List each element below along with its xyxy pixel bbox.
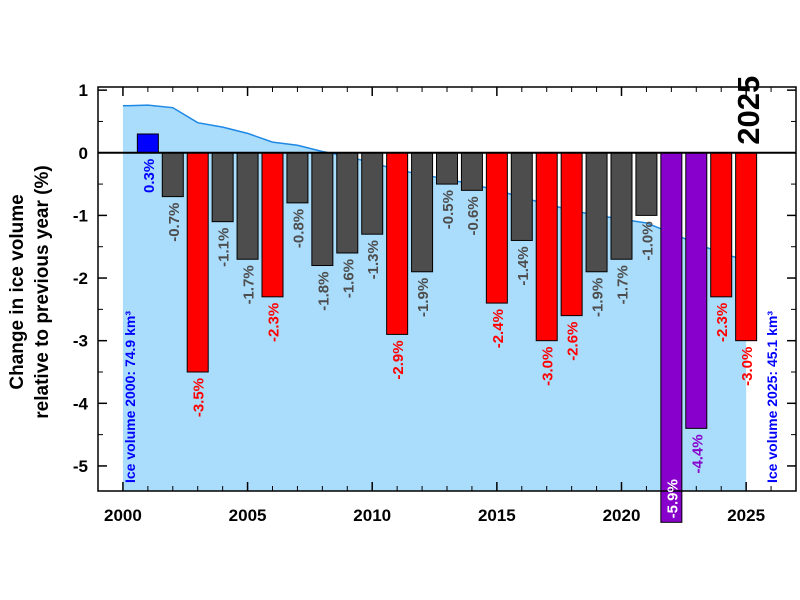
data-label-layer: 0.3%-0.7%-3.5%-1.1%-1.7%-2.3%-0.8%-1.8% -… <box>141 159 756 519</box>
x-tick-label-2010: 2010 <box>353 506 391 525</box>
data-label-2005: -1.7% <box>241 265 258 304</box>
y-axis-label-line1: Change in ice volume <box>7 194 28 389</box>
y-tick-label--4: -4 <box>73 394 89 413</box>
y-axis-label-line2: relative to previous year (%) <box>32 165 53 418</box>
data-label-2021: -1.0% <box>639 221 656 260</box>
bar-2011 <box>386 152 409 335</box>
ice-volume-end-label: Ice volume 2025: 45.1 km³ <box>764 311 780 483</box>
bar-2019 <box>585 152 608 273</box>
ice-volume-start-label: Ice volume 2000: 74.9 km³ <box>122 311 138 483</box>
data-label-2012: -1.9% <box>415 278 432 317</box>
bar-2006 <box>261 152 284 298</box>
bar-2018 <box>560 152 583 317</box>
data-label-2007: -0.8% <box>290 209 307 248</box>
data-label-2009: -1.6% <box>340 259 357 298</box>
data-label-2023: -4.4% <box>689 434 706 473</box>
data-label-2022: -5.9% <box>664 479 681 518</box>
y-tick-label-1: 1 <box>79 81 88 100</box>
data-label-2017: -3.0% <box>540 347 557 386</box>
bar-2025 <box>735 152 758 342</box>
bar-2023 <box>685 152 708 429</box>
bar-2002 <box>161 152 184 198</box>
data-label-2020: -1.7% <box>615 265 632 304</box>
bar-2010 <box>361 152 384 235</box>
data-label-2006: -2.3% <box>266 303 283 342</box>
data-label-2004: -1.1% <box>216 228 233 267</box>
x-tick-label-2025: 2025 <box>727 506 765 525</box>
bar-2020 <box>610 152 633 260</box>
y-tick-label--5: -5 <box>73 457 88 476</box>
axis-layer: 2000 2005 2010 2015 2020 2025 1 0 -1 -2 -3 -4 -5 <box>73 81 797 525</box>
ice-volume-line <box>122 104 747 262</box>
data-label-2002: -0.7% <box>166 203 183 242</box>
bar-2016 <box>510 152 533 241</box>
data-label-2024: -2.3% <box>714 303 731 342</box>
bar-2008 <box>311 152 334 267</box>
bar-2024 <box>710 152 733 298</box>
bar-2009 <box>336 152 359 254</box>
bar-2021 <box>635 152 658 216</box>
bar-2005 <box>236 152 259 260</box>
bar-2013 <box>436 152 458 185</box>
data-label-2010: -1.3% <box>365 240 382 279</box>
bar-2015 <box>485 152 508 304</box>
bar-2007 <box>286 152 309 204</box>
data-label-2008: -1.8% <box>315 272 332 311</box>
bar-2003 <box>186 152 209 373</box>
bar-2022 <box>660 152 683 523</box>
bar-2012 <box>411 152 434 273</box>
data-label-2025: -3.0% <box>739 347 756 386</box>
bar-2004 <box>211 152 234 223</box>
data-label-2019: -1.9% <box>590 278 607 317</box>
x-tick-label-2015: 2015 <box>478 506 516 525</box>
data-label-2003: -3.5% <box>191 378 208 417</box>
bar-2001 <box>136 133 159 154</box>
y-tick-label--2: -2 <box>73 269 88 288</box>
x-tick-label-2000: 2000 <box>104 506 142 525</box>
data-label-2016: -1.4% <box>515 246 532 285</box>
bar-2017 <box>535 152 558 342</box>
data-label-2013: -0.5% <box>440 190 457 229</box>
data-label-2014: -0.6% <box>465 196 482 235</box>
data-label-2015: -2.4% <box>490 309 507 348</box>
highlight-year-label: 2025 <box>731 76 766 145</box>
data-label-2011: -2.9% <box>390 340 407 379</box>
x-tick-label-2005: 2005 <box>229 506 267 525</box>
x-tick-label-2020: 2020 <box>603 506 641 525</box>
y-tick-label--1: -1 <box>73 206 88 225</box>
annotation-layer: Change in ice volume relative to previou… <box>7 76 780 483</box>
y-tick-label-0: 0 <box>79 144 88 163</box>
y-tick-label--3: -3 <box>73 332 88 351</box>
bar-2014 <box>460 152 483 191</box>
data-label-2001: 0.3% <box>141 159 158 193</box>
data-label-2018: -2.6% <box>565 322 582 361</box>
